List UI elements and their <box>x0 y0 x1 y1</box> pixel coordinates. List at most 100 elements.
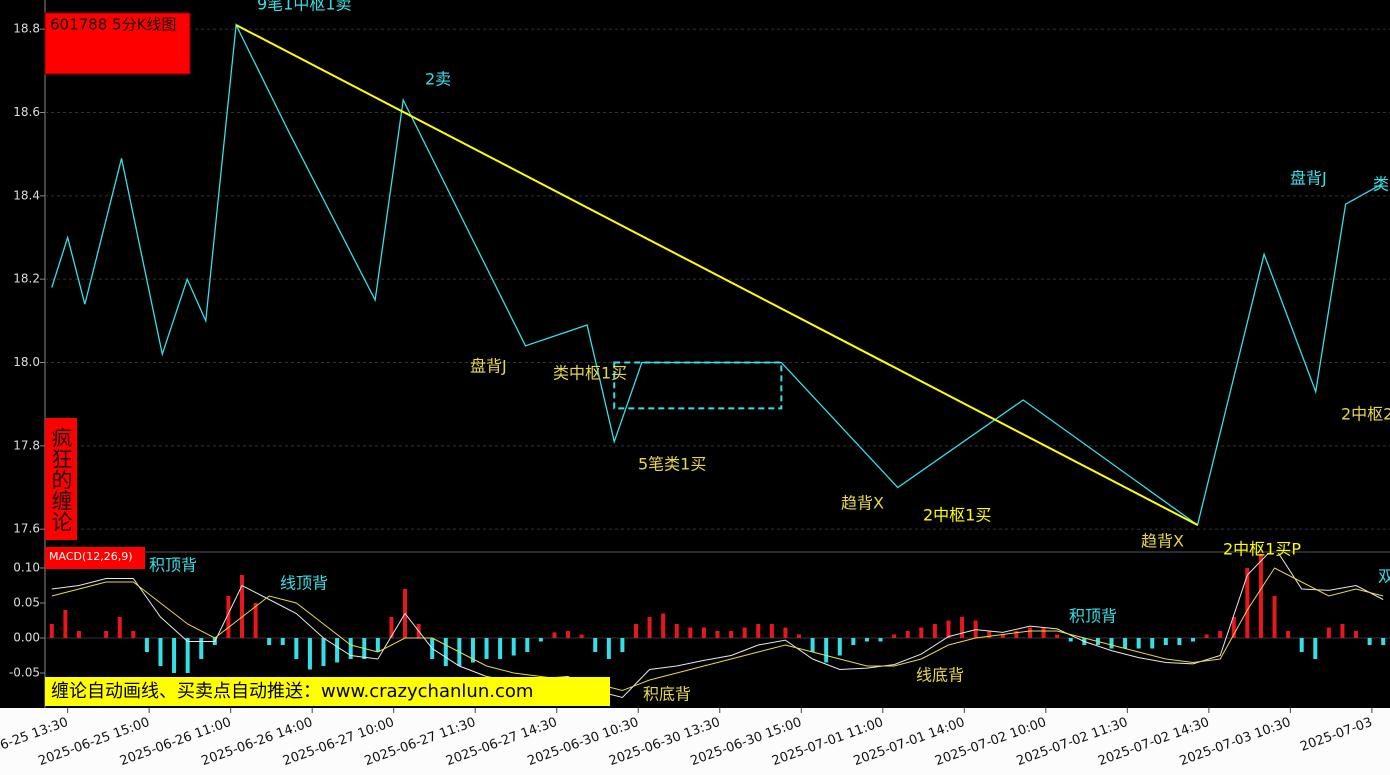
y-tick-label: 18.6 <box>13 105 40 119</box>
macd-bar <box>797 634 802 638</box>
line-series <box>51 567 1384 692</box>
macd-bar <box>1340 624 1345 638</box>
macd-bar <box>661 613 666 638</box>
macd-bar <box>484 638 489 659</box>
macd-bar <box>239 575 244 638</box>
y-tick-label: 0.05 <box>13 596 40 610</box>
macd-label-box <box>45 547 145 569</box>
macd-bar <box>1367 638 1372 645</box>
macd-bar <box>348 638 353 659</box>
macd-bar <box>1000 634 1005 638</box>
background <box>0 0 1390 708</box>
annotation: 2中枢1买 <box>923 506 991 525</box>
macd-bar <box>511 638 516 656</box>
macd-bar <box>76 631 81 638</box>
title-box <box>44 12 191 75</box>
macd-bar <box>946 620 951 638</box>
macd-bar <box>905 631 910 638</box>
macd-bar <box>1041 627 1046 638</box>
macd-bar <box>864 638 869 642</box>
macd-bar <box>267 638 272 645</box>
macd-bar <box>389 617 394 638</box>
macd-bar <box>1286 631 1291 638</box>
macd-bar <box>1014 631 1019 638</box>
macd-bar <box>620 638 625 652</box>
macd-bar <box>1313 638 1318 659</box>
macd-bar <box>960 617 965 638</box>
annotation: 积底背 <box>643 685 691 704</box>
macd-bar <box>633 624 638 638</box>
macd-bar <box>593 638 598 652</box>
macd-bar <box>783 627 788 638</box>
macd-bar <box>1231 617 1236 638</box>
macd-bar <box>185 638 190 673</box>
macd-bar <box>1055 634 1060 638</box>
macd-bar <box>715 631 720 638</box>
y-tick-label: 18.8 <box>13 22 40 36</box>
y-tick-label: 18.2 <box>13 272 40 286</box>
macd-bar <box>199 638 204 659</box>
macd-bar <box>932 624 937 638</box>
macd-bar <box>1163 638 1168 645</box>
macd-bar <box>375 638 380 652</box>
macd-bar <box>851 638 856 645</box>
y-tick-label: 17.6 <box>13 522 40 536</box>
annotation: 盘背J <box>470 357 507 376</box>
macd-bar <box>647 617 652 638</box>
annotation: 9笔1中枢1卖 <box>257 0 352 14</box>
macd-bar <box>1068 638 1073 642</box>
macd-bar <box>1245 568 1250 638</box>
macd-bar <box>919 627 924 638</box>
annotation: 类中枢1买 <box>553 364 627 383</box>
macd-bar <box>892 634 897 638</box>
macd-bar <box>1027 627 1032 638</box>
macd-bar <box>987 631 992 638</box>
y-tick-label: 18.4 <box>13 188 40 202</box>
macd-bar <box>498 638 503 659</box>
line-series <box>235 24 1198 526</box>
annotation: 2卖 <box>425 70 451 89</box>
macd-bar <box>810 638 815 652</box>
macd-bar <box>158 638 163 666</box>
macd-bar <box>1272 596 1277 638</box>
y-tick-label: -0.05 <box>9 666 40 680</box>
annotation: 趋背X <box>1141 532 1184 551</box>
annotation: 类 <box>1373 175 1389 194</box>
annotation: 5笔类1买 <box>638 455 706 474</box>
y-tick-label: 0.10 <box>13 561 40 575</box>
macd-bar <box>756 624 761 638</box>
macd-bar <box>701 627 706 638</box>
macd-bar <box>525 638 530 652</box>
annotation: 双 <box>1378 567 1390 586</box>
annotation: 2中枢2 <box>1341 405 1390 424</box>
macd-bar <box>1258 554 1263 638</box>
macd-bar <box>552 632 557 638</box>
macd-bar <box>837 638 842 656</box>
macd-bar <box>1191 638 1196 642</box>
annotation: 积顶背 <box>1069 607 1117 626</box>
annotation: 趋背X <box>841 494 884 513</box>
line-series <box>51 553 1384 699</box>
macd-bar <box>104 631 109 638</box>
macd-bar <box>49 624 54 638</box>
macd-bar <box>878 638 883 642</box>
macd-bar <box>335 638 340 663</box>
macd-bar <box>769 624 774 638</box>
macd-bar <box>117 617 122 638</box>
macd-bar <box>253 603 258 638</box>
macd-bar <box>579 634 584 638</box>
macd-bar <box>742 627 747 638</box>
macd-bar <box>294 638 299 659</box>
macd-bar <box>1381 638 1386 645</box>
macd-bar <box>307 638 312 670</box>
macd-bar <box>1123 638 1128 649</box>
x-tick-label: 2025-07-03 <box>1298 715 1374 755</box>
macd-bar <box>226 596 231 638</box>
macd-bar <box>606 638 611 659</box>
macd-bar <box>144 638 149 652</box>
macd-bar <box>470 638 475 663</box>
macd-bar <box>1354 631 1359 638</box>
macd-bar <box>824 638 829 663</box>
